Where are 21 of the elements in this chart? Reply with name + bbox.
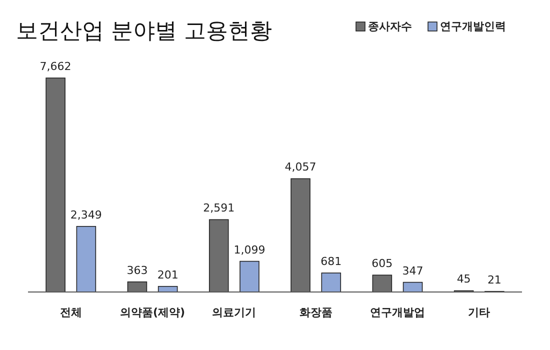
data-label: 2,591 — [203, 202, 235, 215]
data-label: 21 — [487, 273, 502, 286]
data-label: 201 — [157, 268, 178, 282]
data-label: 347 — [402, 264, 424, 278]
data-label: 605 — [372, 257, 393, 270]
x-tick-label: 연구개발업 — [370, 306, 425, 319]
x-tick-label: 전체 — [60, 306, 82, 319]
data-label: 363 — [126, 264, 148, 277]
legend-label: 종사자수 — [368, 20, 412, 33]
chart-title: 보건산업 분야별 고용현황 — [16, 19, 272, 44]
data-label: 7,662 — [40, 60, 72, 73]
x-tick-label: 화장품 — [299, 306, 332, 319]
x-tick-label: 의약품(제약) — [120, 306, 186, 319]
data-label: 45 — [456, 272, 471, 286]
data-label: 2,349 — [70, 208, 102, 222]
legend-label: 연구개발인력 — [440, 20, 506, 33]
data-label: 681 — [320, 254, 342, 268]
data-label: 1,099 — [234, 243, 266, 256]
x-tick-label: 기타 — [468, 306, 490, 319]
data-label: 4,057 — [284, 160, 316, 174]
x-tick-label: 의료기기 — [212, 306, 256, 319]
